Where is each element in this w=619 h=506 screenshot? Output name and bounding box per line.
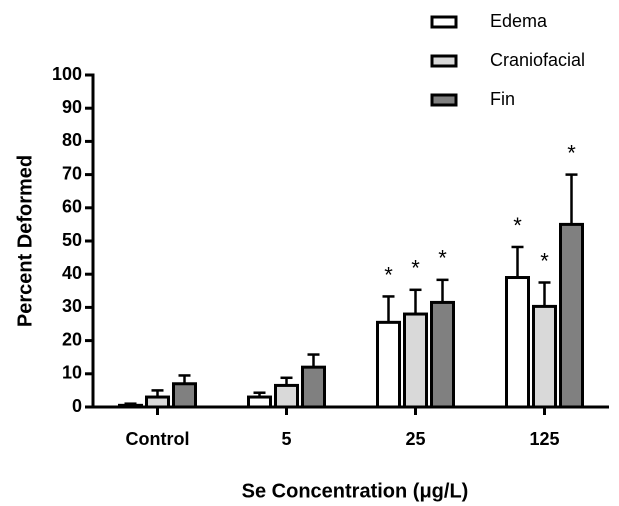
significance-mark: *: [540, 248, 549, 273]
y-tick-label: 60: [62, 197, 82, 217]
x-axis-title: Se Concentration (μg/L): [242, 480, 469, 502]
bar: [301, 365, 326, 409]
y-tick-label: 90: [62, 97, 82, 117]
bar: [559, 222, 584, 409]
significance-mark: *: [513, 213, 522, 238]
y-tick-label: 70: [62, 163, 82, 183]
significance-mark: *: [567, 140, 576, 165]
legend-swatch: [430, 54, 458, 68]
y-tick-label: 10: [62, 363, 82, 383]
legend-label: Fin: [490, 89, 515, 109]
bar: [430, 300, 455, 409]
bar: [274, 383, 299, 409]
x-tick-label: 25: [405, 429, 425, 449]
bar: [376, 320, 401, 409]
y-tick-label: 30: [62, 296, 82, 316]
significance-mark: *: [384, 262, 393, 287]
y-tick-label: 50: [62, 230, 82, 250]
legend-label: Craniofacial: [490, 50, 585, 70]
bar: [172, 382, 197, 409]
x-tick-label: 125: [529, 429, 559, 449]
bar: [532, 304, 557, 409]
y-axis-title: Percent Deformed: [14, 155, 36, 327]
x-tick-label: 5: [281, 429, 291, 449]
x-tick-label: Control: [126, 429, 190, 449]
y-tick-label: 80: [62, 130, 82, 150]
significance-mark: *: [411, 256, 420, 281]
y-tick-label: 40: [62, 263, 82, 283]
legend-label: Edema: [490, 11, 548, 31]
bar: [505, 276, 530, 409]
legend-swatch: [430, 93, 458, 107]
significance-mark: *: [438, 246, 447, 271]
legend-swatch: [430, 15, 458, 29]
y-tick-label: 20: [62, 329, 82, 349]
y-tick-label: 0: [72, 396, 82, 416]
bar: [403, 312, 428, 409]
y-tick-label: 100: [52, 64, 82, 84]
